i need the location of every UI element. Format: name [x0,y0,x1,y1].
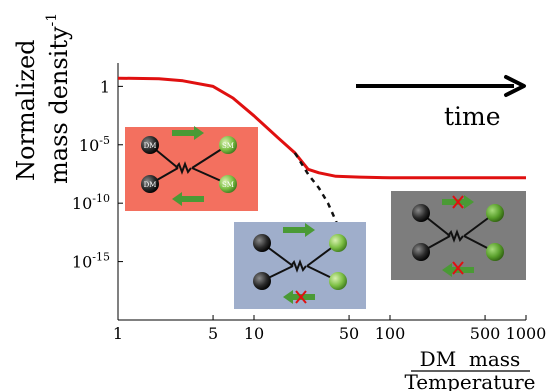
y-axis-label-line1: Normalized [12,39,40,181]
sm-particle-icon [219,136,237,154]
dm-label: DM [144,142,157,150]
sm-particle-icon [486,204,504,222]
y-tick-label: 10-15 [72,251,110,272]
sm-particle-icon [219,175,237,193]
sm-particle-icon [329,272,347,290]
x-tick-label: 50 [339,324,359,343]
x-axis-label-denominator: Temperature [404,370,535,391]
dm-particle-icon [412,204,430,222]
dm-particle-icon [412,243,430,261]
inset-panel-middle [234,222,366,309]
sm-particle-icon [329,234,347,252]
inset-right-vertex [447,229,464,243]
dm-particle-icon [253,234,271,252]
sm-particle-icon [486,243,504,261]
axes [117,63,526,321]
arrow-right-icon [283,223,315,237]
x-tick-label: 5 [208,324,218,343]
y-ticks: 1 10-5 10-10 10-15 [72,77,123,272]
dm-particle-icon [141,175,159,193]
x-axis-label-numerator: DM mass [420,347,521,371]
x-tick-label: 1 [113,324,123,343]
y-tick-label: 10-5 [79,134,110,155]
arrow-left-icon [172,192,204,206]
sm-label: SM [222,142,234,150]
dm-particle-icon [141,136,159,154]
time-label: time [444,102,501,131]
x-ticks: 1 5 10 50 100 500 1000 [113,315,546,343]
inset-left-vertex [175,161,192,175]
y-axis-label: Normalized mass density-1 [12,13,73,184]
sm-label: SM [222,181,234,189]
dm-particle-icon [253,272,271,290]
cross-icon [295,290,307,304]
cross-icon [452,195,464,209]
inset-middle-vertex [290,259,307,273]
x-tick-label: 100 [375,324,406,343]
y-tick-label: 1 [100,77,110,96]
cross-icon [452,261,464,275]
dm-label: DM [144,181,157,189]
time-arrowhead-icon [504,75,526,97]
inset-panel-left: DM DM SM SM [125,126,258,211]
x-tick-label: 1000 [506,324,547,343]
x-tick-label: 500 [470,324,501,343]
y-axis-label-line2: mass density-1 [44,13,73,184]
x-tick-label: 10 [244,324,264,343]
inset-panel-right [391,191,526,280]
x-axis-label: DM mass Temperature [404,347,535,391]
y-tick-label: 10-10 [72,192,110,213]
arrow-right-icon [172,126,204,140]
arrow-left-icon [442,263,474,277]
time-annotation: time [356,75,526,131]
arrow-left-icon [283,290,315,304]
